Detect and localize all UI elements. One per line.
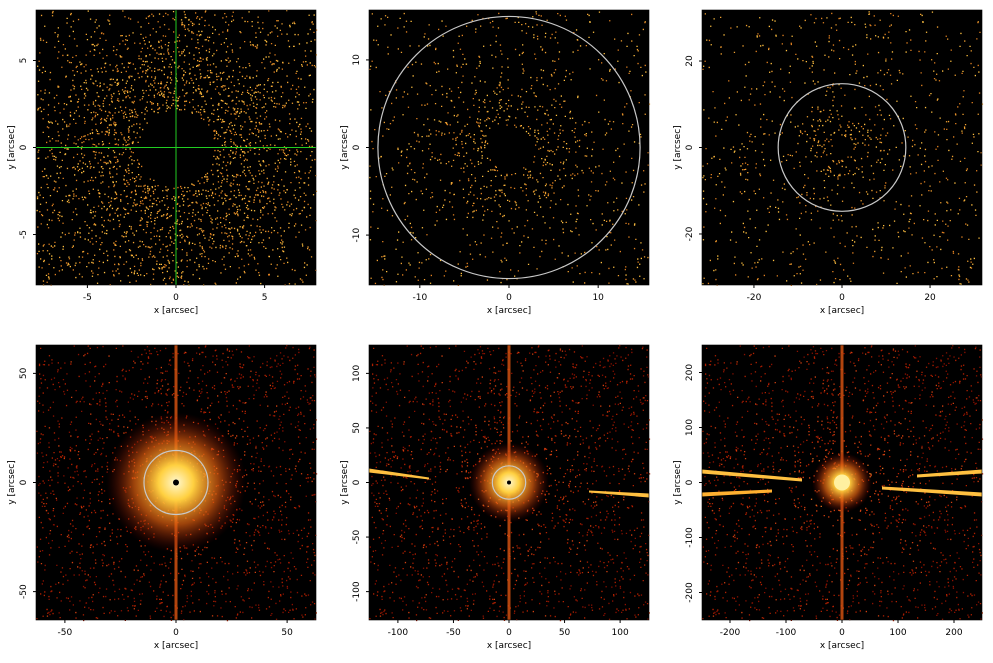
x-tick-label: 0 xyxy=(506,628,512,638)
core xyxy=(173,479,179,486)
y-tick-label: 5 xyxy=(19,58,29,64)
y-tick-label: -20 xyxy=(685,226,695,241)
x-tick-label: 10 xyxy=(592,293,604,303)
x-tick-label: -100 xyxy=(388,628,409,638)
streak xyxy=(917,469,982,478)
aperture-circle xyxy=(777,83,907,212)
streak xyxy=(589,490,649,498)
plot-frame xyxy=(701,9,983,286)
core xyxy=(507,480,511,485)
x-tick-label: 20 xyxy=(924,293,936,303)
x-axis-label: x [arcsec] xyxy=(154,306,198,316)
aperture-circle xyxy=(491,465,527,500)
x-tick-label: 200 xyxy=(945,628,962,638)
core-hole xyxy=(495,134,523,161)
x-tick-label: -50 xyxy=(58,628,73,638)
x-tick-label: -200 xyxy=(720,628,741,638)
y-tick-label: 10 xyxy=(352,54,362,66)
y-tick-label: 0 xyxy=(685,479,695,485)
x-tick-label: 0 xyxy=(839,293,845,303)
plot-frame xyxy=(35,9,317,286)
x-tick-label: 100 xyxy=(612,628,629,638)
y-tick-label: 0 xyxy=(19,479,29,485)
x-axis-label: x [arcsec] xyxy=(820,306,864,316)
streak xyxy=(882,486,982,497)
x-tick-label: 0 xyxy=(506,293,512,303)
x-tick-label: 0 xyxy=(173,628,179,638)
y-tick-label: -100 xyxy=(352,581,362,602)
y-axis-label: y [arcsec] xyxy=(7,460,17,504)
x-tick-label: -100 xyxy=(776,628,797,638)
streak xyxy=(702,469,802,482)
plot-frame xyxy=(701,344,983,621)
x-tick-label: 50 xyxy=(281,628,293,638)
x-tick-label: -5 xyxy=(83,293,92,303)
plot-frame xyxy=(35,344,317,621)
x-axis-label: x [arcsec] xyxy=(487,306,531,316)
y-tick-label: 0 xyxy=(352,479,362,485)
x-tick-label: -50 xyxy=(446,628,461,638)
y-tick-label: 20 xyxy=(685,55,695,67)
y-tick-label: 0 xyxy=(352,144,362,150)
x-axis-label: x [arcsec] xyxy=(820,641,864,651)
x-tick-label: 5 xyxy=(262,293,268,303)
x-tick-label: -20 xyxy=(747,293,762,303)
aperture-circle xyxy=(377,15,641,280)
y-tick-label: 50 xyxy=(19,367,29,379)
y-tick-label: -200 xyxy=(685,582,695,603)
y-tick-label: -50 xyxy=(19,584,29,599)
x-tick-label: 0 xyxy=(173,293,179,303)
core xyxy=(834,474,850,491)
streak xyxy=(369,468,429,480)
y-axis-label: y [arcsec] xyxy=(340,125,350,169)
y-axis-label: y [arcsec] xyxy=(340,460,350,504)
x-axis-label: x [arcsec] xyxy=(487,641,531,651)
x-tick-label: 0 xyxy=(839,628,845,638)
y-axis-label: y [arcsec] xyxy=(7,125,17,169)
aperture-circle xyxy=(143,449,209,516)
y-tick-label: 0 xyxy=(19,144,29,150)
y-tick-label: -10 xyxy=(352,227,362,242)
y-tick-label: -100 xyxy=(685,527,695,548)
y-axis-label: y [arcsec] xyxy=(673,460,683,504)
plot-frame xyxy=(368,9,650,286)
y-tick-label: 200 xyxy=(685,364,695,381)
x-tick-label: 50 xyxy=(559,628,571,638)
x-axis-label: x [arcsec] xyxy=(154,641,198,651)
y-tick-label: 0 xyxy=(685,144,695,150)
plot-frame xyxy=(368,344,650,621)
y-tick-label: -50 xyxy=(352,529,362,544)
y-axis-label: y [arcsec] xyxy=(673,125,683,169)
y-tick-label: 50 xyxy=(352,422,362,434)
y-tick-label: 100 xyxy=(685,419,695,436)
streak xyxy=(702,489,772,497)
y-tick-label: 100 xyxy=(352,365,362,382)
x-tick-label: -10 xyxy=(412,293,427,303)
core-hole xyxy=(836,141,848,154)
y-tick-label: -5 xyxy=(19,230,29,239)
x-tick-label: 100 xyxy=(889,628,906,638)
